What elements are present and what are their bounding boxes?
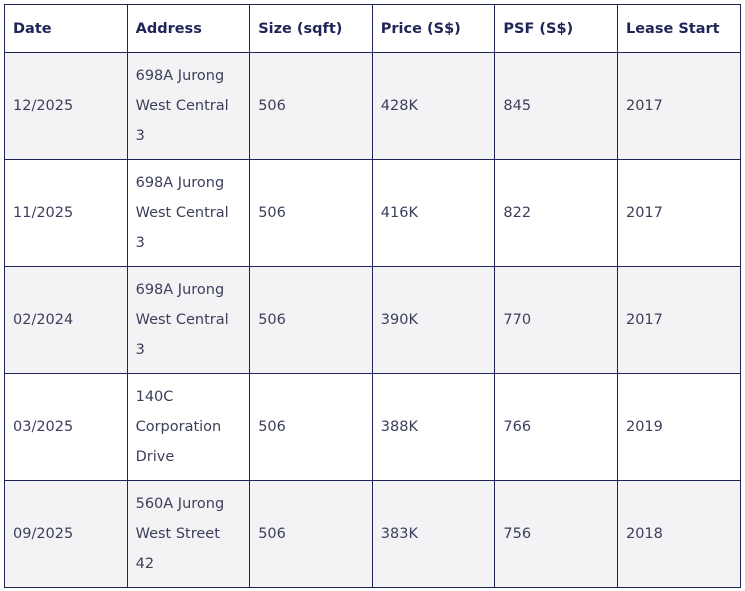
table-cell: 388K — [371, 373, 496, 481]
table-cell: 506 — [249, 266, 373, 374]
table-cell: 770 — [494, 266, 618, 374]
header-cell: Date — [4, 4, 128, 53]
table-cell: 756 — [494, 480, 618, 588]
table-cell: 2017 — [616, 159, 741, 267]
table-row: 09/2025 560A Jurong West Street 42 506 383K… — [4, 480, 741, 588]
table-cell: 11/2025 — [4, 159, 128, 267]
table-row: 03/2025 140C Corporation Drive 506 388K 766 2… — [4, 373, 741, 481]
table-cell: 766 — [494, 373, 618, 481]
header-row: Date Address Size (sqft) Price (S$) PSF (S$)… — [4, 4, 741, 53]
table-cell: 416K — [371, 159, 496, 267]
table-cell: 506 — [249, 159, 373, 267]
table-cell: 12/2025 — [4, 52, 128, 160]
table-cell: 698A Jurong West Central 3 — [126, 52, 251, 160]
table-cell: 698A Jurong West Central 3 — [126, 266, 251, 374]
table-cell: 383K — [371, 480, 496, 588]
table-cell: 03/2025 — [4, 373, 128, 481]
table-cell: 2017 — [616, 52, 741, 160]
table-cell: 2019 — [616, 373, 741, 481]
header-cell: Price (S$) — [371, 4, 496, 53]
table-cell: 822 — [494, 159, 618, 267]
table-cell: 506 — [249, 52, 373, 160]
table-cell: 428K — [371, 52, 496, 160]
table-cell: 09/2025 — [4, 480, 128, 588]
table-row: 11/2025 698A Jurong West Central 3 506 416K… — [4, 159, 741, 267]
table-cell: 560A Jurong West Street 42 — [126, 480, 251, 588]
header-cell: Size (sqft) — [249, 4, 373, 53]
table-cell: 698A Jurong West Central 3 — [126, 159, 251, 267]
table-cell: 2018 — [616, 480, 741, 588]
table-cell: 390K — [371, 266, 496, 374]
table-cell: 2017 — [616, 266, 741, 374]
table-row: 12/2025 698A Jurong West Central 3 506 428K… — [4, 52, 741, 160]
table-cell: 140C Corporation Drive — [126, 373, 251, 481]
header-cell: PSF (S$) — [494, 4, 618, 53]
table-cell: 506 — [249, 480, 373, 588]
header-cell: Address — [126, 4, 251, 53]
table-cell: 845 — [494, 52, 618, 160]
table-cell: 506 — [249, 373, 373, 481]
table-row: 02/2024 698A Jurong West Central 3 506 390K… — [4, 266, 741, 374]
table-cell: 02/2024 — [4, 266, 128, 374]
header-cell: Lease Start — [616, 4, 741, 53]
data-table: Date Address Size (sqft) Price (S$) PSF (S$)… — [4, 4, 741, 588]
table-body: 12/2025 698A Jurong West Central 3 506 428K… — [4, 52, 741, 588]
